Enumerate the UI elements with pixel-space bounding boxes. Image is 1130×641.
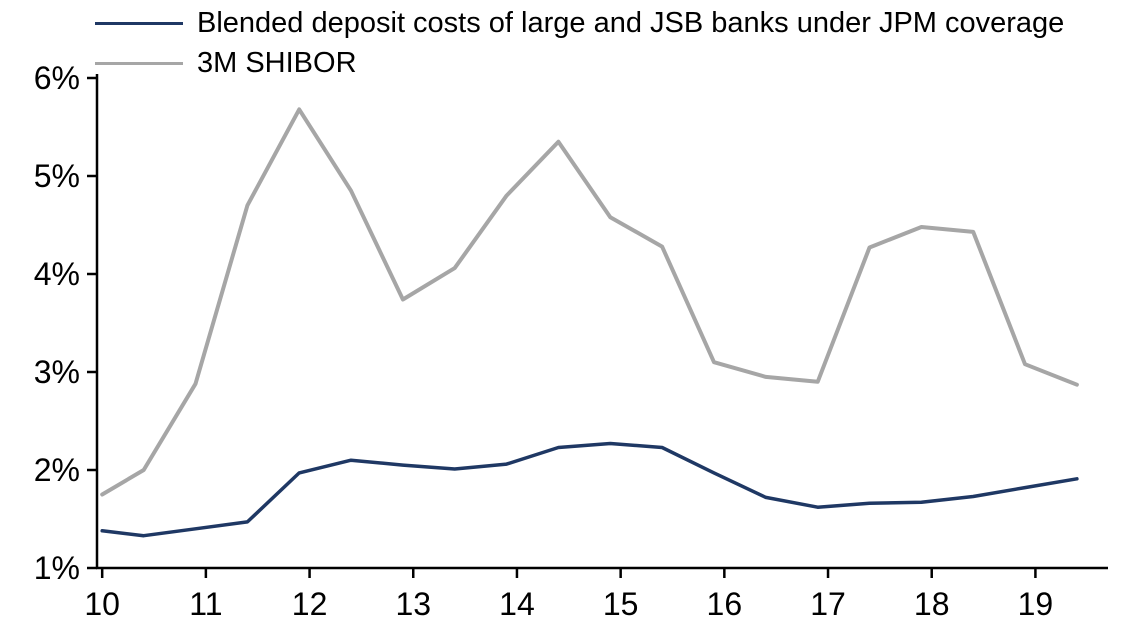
x-axis-tick-label: 12 <box>292 586 328 622</box>
y-axis-tick-label: 2% <box>34 452 80 488</box>
legend-line-swatch-navy <box>95 21 183 25</box>
x-axis-tick-label: 18 <box>914 586 950 622</box>
x-axis-tick-label: 14 <box>499 586 535 622</box>
y-axis-tick-label: 3% <box>34 354 80 390</box>
x-axis-tick-label: 13 <box>395 586 431 622</box>
legend-line-swatch-gray <box>95 61 183 65</box>
series-line-3m-shibor <box>100 107 1079 497</box>
x-axis-tick-label: 17 <box>810 586 846 622</box>
x-axis-tick-label: 19 <box>1018 586 1054 622</box>
legend-label-blended-deposit-costs: Blended deposit costs of large and JSB b… <box>197 6 1065 39</box>
x-axis-tick-label: 16 <box>707 586 743 622</box>
y-axis-tick-label: 1% <box>34 550 80 586</box>
x-axis-tick-label: 11 <box>189 586 222 622</box>
series-line-blended-deposit-costs <box>100 441 1079 538</box>
x-axis-tick-label: 15 <box>603 586 639 622</box>
y-axis-tick-label: 4% <box>34 256 80 292</box>
chart-legend: Blended deposit costs of large and JSB b… <box>95 5 1064 81</box>
legend-label-3m-shibor: 3M SHIBOR <box>197 46 357 79</box>
x-axis-tick-label: 10 <box>84 586 120 622</box>
legend-item-3m-shibor: 3M SHIBOR <box>95 45 1064 81</box>
y-axis-tick-label: 6% <box>34 60 80 96</box>
y-axis-tick-label: 5% <box>34 158 80 194</box>
legend-item-blended-deposit-costs: Blended deposit costs of large and JSB b… <box>95 5 1064 41</box>
